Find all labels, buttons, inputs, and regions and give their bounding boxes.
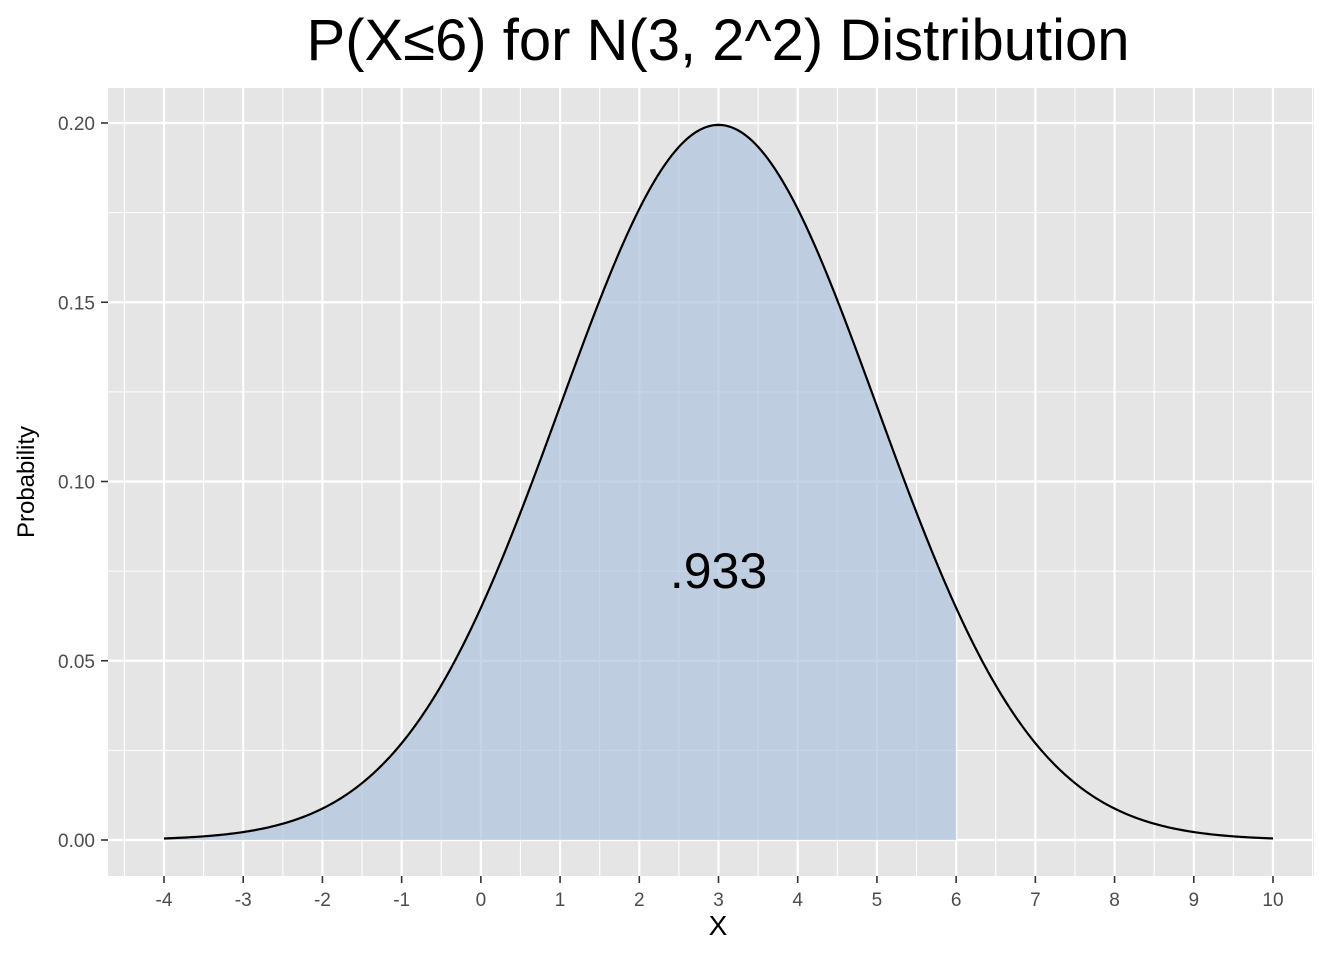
y-axis: 0.00 0.05 0.10 0.15 0.20 [58, 114, 108, 852]
x-tick-label: -4 [156, 890, 173, 911]
x-tick-label: 0 [476, 890, 487, 911]
x-tick-label: 1 [555, 890, 566, 911]
y-tick-label: 0.05 [58, 652, 95, 673]
density-curve [163, 123, 1274, 840]
x-tick-label: 7 [1030, 890, 1041, 911]
major-gridlines [108, 88, 1314, 876]
y-tick-label: 0.10 [58, 473, 95, 494]
x-axis-title: X [708, 910, 728, 941]
x-tick-label: 3 [713, 890, 724, 911]
x-axis: -4 -3 -2 -1 0 1 2 3 4 5 6 7 8 9 10 [156, 876, 1284, 911]
y-tick-label: 0.20 [58, 114, 95, 135]
x-tick-label: 5 [872, 890, 883, 911]
y-tick-label: 0.15 [58, 293, 95, 314]
x-tick-label: 6 [951, 890, 962, 911]
x-tick-label: -2 [314, 890, 331, 911]
shaded-probability-area [164, 124, 957, 840]
x-tick-label: 4 [792, 890, 803, 911]
x-tick-label: 9 [1188, 890, 1199, 911]
x-tick-label: 8 [1109, 890, 1120, 911]
x-tick-label: 10 [1262, 890, 1283, 911]
chart-title: P(X≤6) for N(3, 2^2) Distribution [306, 8, 1130, 73]
x-tick-label: -1 [393, 890, 410, 911]
x-tick-label: 2 [634, 890, 645, 911]
x-tick-label: -3 [235, 890, 252, 911]
probability-annotation: .933 [670, 543, 767, 599]
y-tick-label: 0.00 [58, 831, 95, 852]
